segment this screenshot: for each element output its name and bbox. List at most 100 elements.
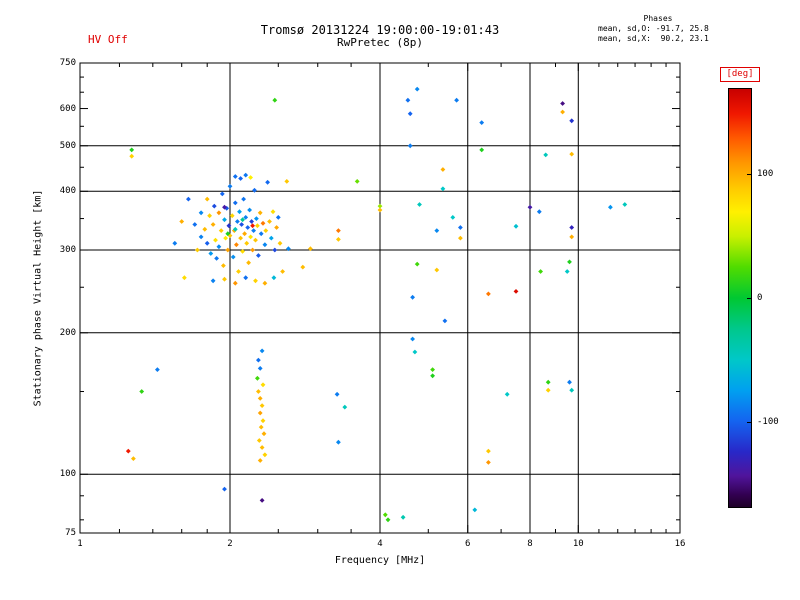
hv-off-label: HV Off bbox=[88, 33, 128, 46]
plot-title: Tromsø 20131224 19:00:00-19:01:43 bbox=[260, 23, 500, 37]
scatter-point bbox=[434, 228, 440, 234]
scatter-point bbox=[569, 151, 575, 157]
scatter-point bbox=[255, 357, 261, 363]
scatter-point bbox=[233, 242, 239, 248]
scatter-point bbox=[457, 235, 463, 241]
scatter-point bbox=[485, 448, 491, 454]
scatter-point bbox=[335, 236, 341, 242]
x-tick-label: 4 bbox=[377, 539, 383, 549]
scatter-point bbox=[265, 179, 271, 185]
y-tick-label: 500 bbox=[59, 140, 76, 151]
scatter-point bbox=[229, 213, 235, 219]
y-tick-label: 100 bbox=[59, 469, 76, 480]
x-tick-label: 16 bbox=[674, 539, 686, 549]
phases-mean-o: mean, sd,O: -91.7, 25.8 bbox=[598, 24, 709, 33]
phases-stats-block: Phases mean, sd,O: -91.7, 25.8 mean, sd,… bbox=[598, 14, 718, 44]
scatter-point bbox=[560, 101, 566, 106]
colorbar-tick bbox=[747, 298, 752, 299]
scatter-point bbox=[485, 459, 491, 465]
x-tick-label: 6 bbox=[465, 539, 471, 549]
scatter-point bbox=[271, 275, 277, 281]
scatter-point bbox=[210, 222, 216, 227]
scatter-point bbox=[194, 247, 200, 253]
scatter-point bbox=[204, 240, 210, 246]
scatter-point bbox=[472, 507, 478, 513]
scatter-point bbox=[248, 175, 254, 180]
scatter-point bbox=[275, 214, 281, 220]
scatter-point bbox=[223, 235, 229, 241]
x-axis-label: Frequency [MHz] bbox=[334, 555, 426, 566]
scatter-point bbox=[192, 222, 198, 227]
scatter-point bbox=[410, 294, 416, 300]
scatter-point bbox=[259, 497, 265, 503]
x-tick-label: 1 bbox=[77, 539, 83, 549]
scatter-point bbox=[543, 152, 549, 158]
scatter-point bbox=[237, 209, 242, 215]
scatter-point bbox=[253, 216, 259, 222]
scatter-point bbox=[440, 186, 446, 192]
scatter-point bbox=[244, 240, 250, 246]
plot-subtitle: RwPretec (8p) bbox=[336, 36, 424, 49]
scatter-point bbox=[154, 367, 160, 373]
scatter-point bbox=[247, 207, 253, 213]
scatter-point bbox=[567, 259, 572, 265]
scatter-point bbox=[607, 204, 613, 210]
scatter-point bbox=[260, 220, 266, 226]
scatter-point bbox=[400, 514, 406, 520]
y-tick-label: 600 bbox=[59, 103, 76, 114]
scatter-point bbox=[440, 167, 446, 172]
plot-frame bbox=[79, 62, 681, 534]
scatter-point bbox=[334, 391, 340, 397]
y-axis-label: Stationary phase Virtual Height [km] bbox=[32, 189, 44, 407]
colorbar-tick-label: 100 bbox=[757, 169, 774, 180]
scatter-point bbox=[259, 348, 265, 354]
scatter-point bbox=[527, 204, 533, 210]
scatter-point bbox=[251, 228, 257, 234]
scatter-point bbox=[241, 196, 247, 202]
scatter-point bbox=[243, 172, 249, 178]
x-tick-label: 10 bbox=[572, 539, 584, 549]
scatter-point bbox=[238, 235, 244, 241]
scatter-point bbox=[255, 253, 261, 258]
colorbar-unit-label: [deg] bbox=[720, 67, 760, 82]
phases-mean-x: mean, sd,X: 90.2, 23.1 bbox=[598, 34, 709, 43]
scatter-point bbox=[216, 244, 222, 250]
scatter-point bbox=[250, 223, 256, 229]
scatter-point bbox=[536, 209, 542, 215]
scatter-point bbox=[442, 318, 448, 324]
scatter-point bbox=[545, 379, 551, 385]
scatter-point bbox=[513, 288, 519, 294]
scatter-point bbox=[198, 234, 204, 240]
scatter-point bbox=[417, 202, 422, 207]
scatter-point bbox=[245, 225, 251, 230]
scatter-point bbox=[485, 291, 491, 297]
scatter-point bbox=[222, 217, 227, 223]
scatter-point bbox=[257, 210, 263, 216]
scatter-point bbox=[222, 276, 227, 282]
scatter-point bbox=[258, 231, 264, 237]
scatter-point bbox=[236, 269, 241, 274]
scatter-point bbox=[232, 280, 238, 286]
scatter-point bbox=[139, 389, 145, 394]
scatter-point bbox=[479, 120, 485, 126]
scatter-point bbox=[569, 387, 575, 393]
scatter-point bbox=[249, 219, 255, 224]
scatter-point bbox=[208, 251, 214, 256]
scatter-point bbox=[569, 225, 575, 230]
scatter-point bbox=[263, 228, 269, 234]
scatter-point bbox=[274, 225, 280, 230]
scatter-point bbox=[253, 278, 258, 284]
scatter-point bbox=[335, 228, 341, 234]
scatter-point bbox=[259, 445, 265, 450]
scatter-point bbox=[232, 200, 238, 206]
scatter-point bbox=[210, 278, 216, 284]
scatter-point bbox=[130, 456, 136, 462]
phases-heading: Phases bbox=[643, 14, 673, 23]
y-tick-label: 400 bbox=[59, 186, 76, 197]
scatter-point bbox=[377, 207, 383, 213]
scatter-point bbox=[414, 261, 420, 267]
scatter-point bbox=[354, 178, 360, 184]
scatter-point bbox=[407, 143, 413, 149]
scatter-point bbox=[268, 235, 274, 241]
